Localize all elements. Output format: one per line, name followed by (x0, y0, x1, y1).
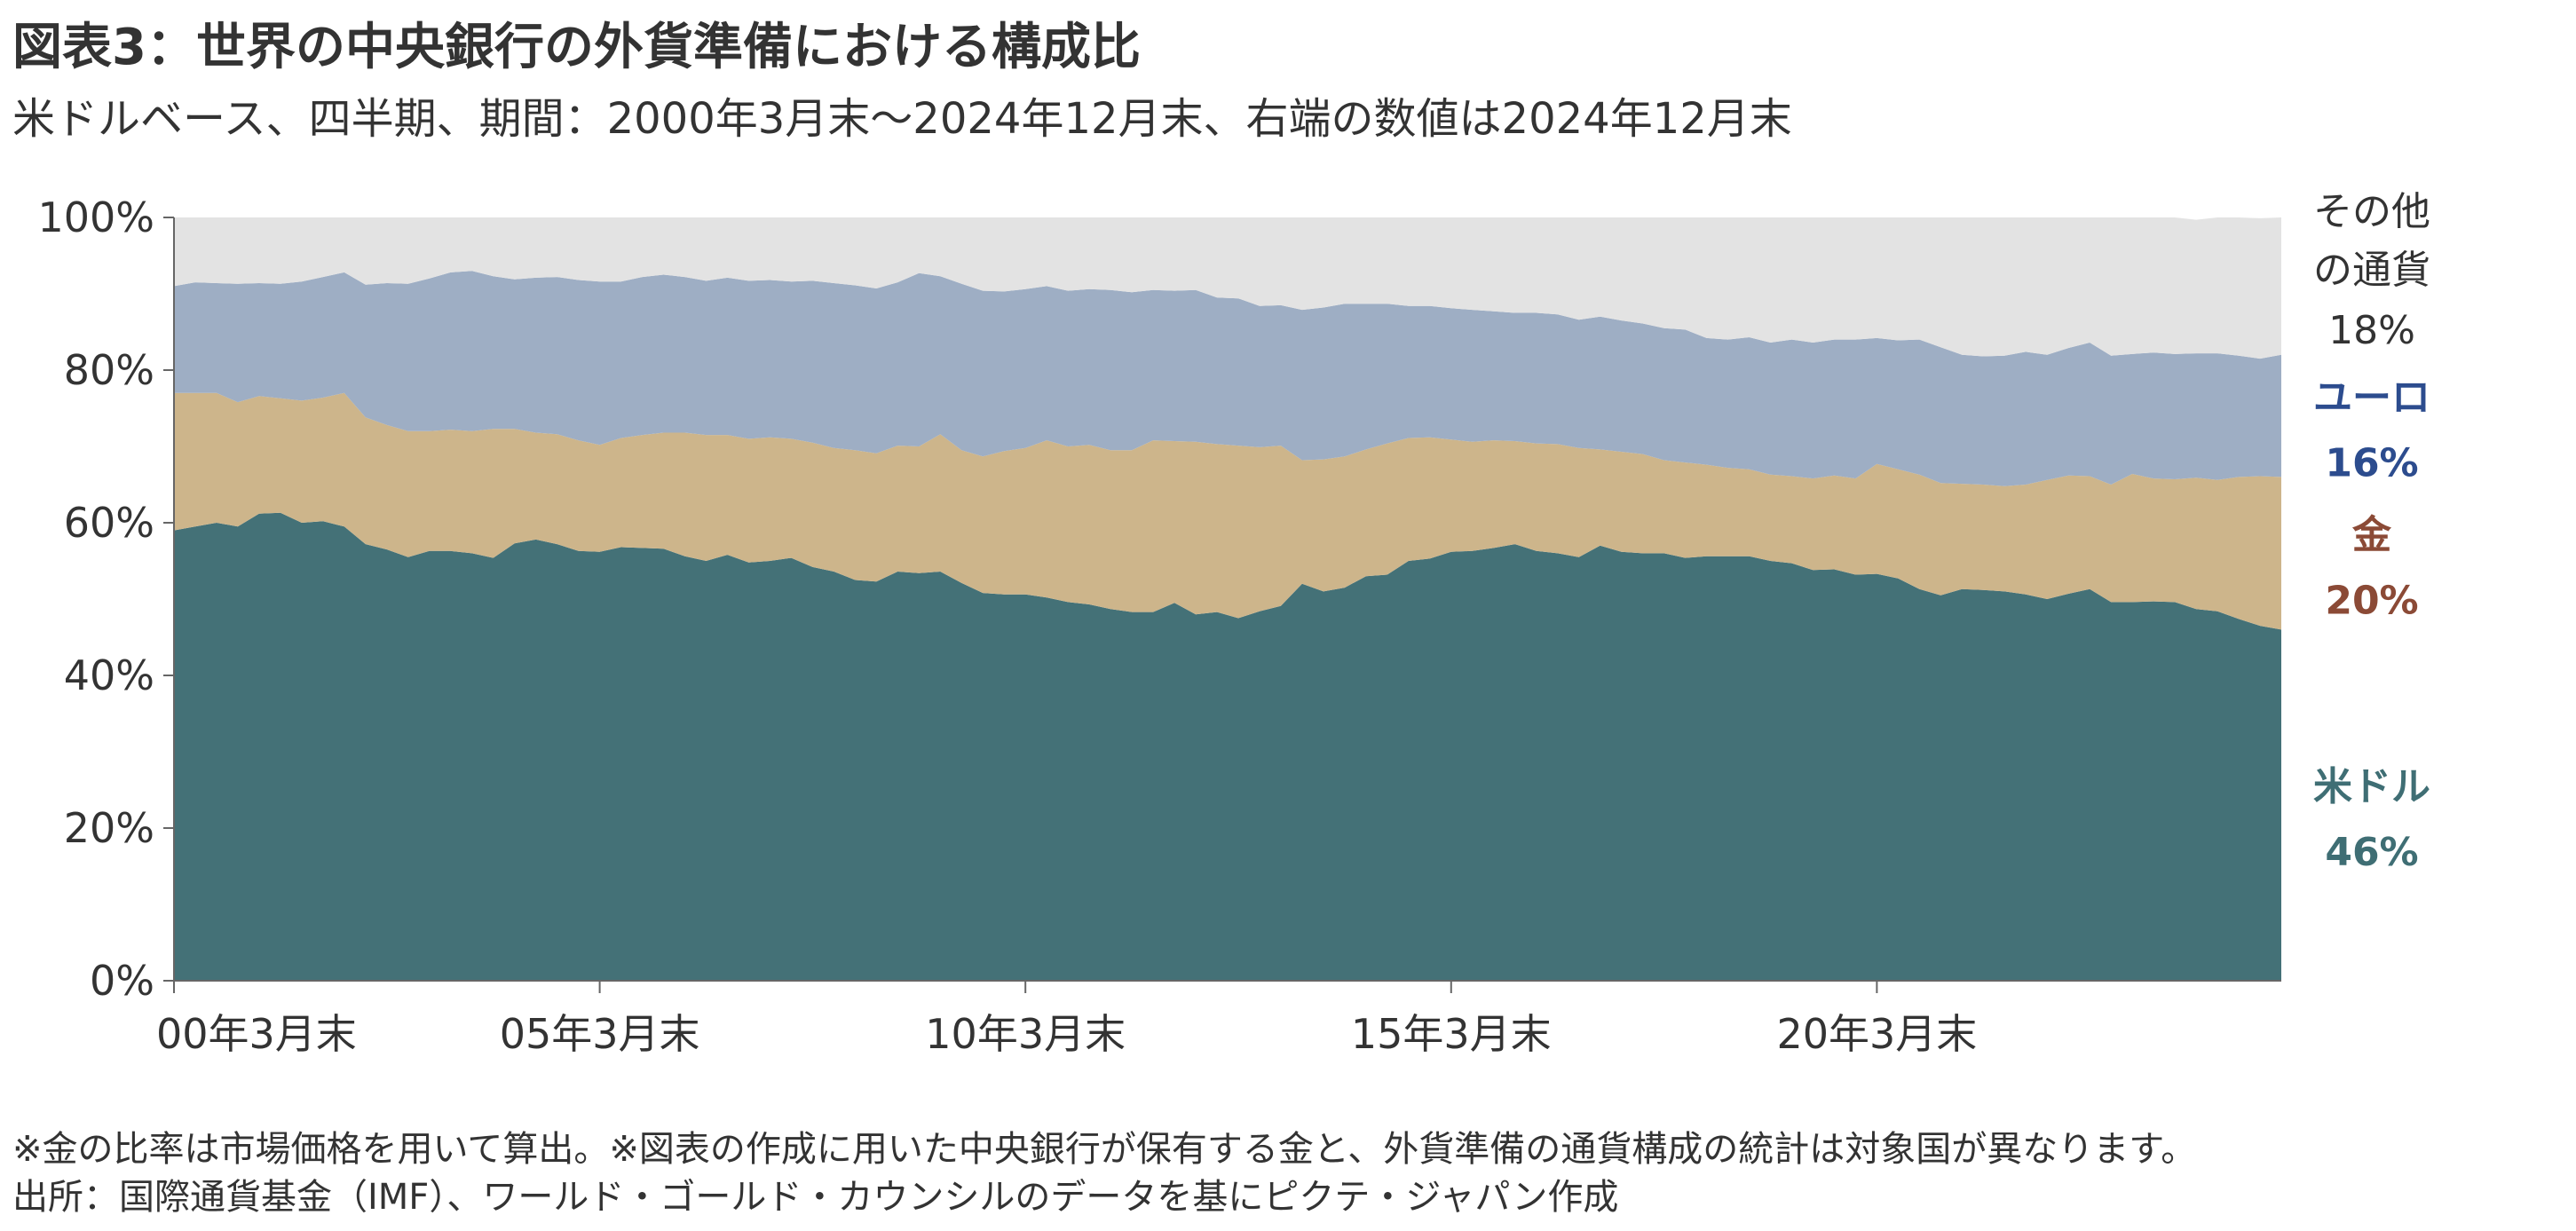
x-tick-label: 15年3月末 (1351, 1010, 1552, 1058)
other-currencies-area (174, 217, 2281, 359)
series-value: 46% (2325, 830, 2418, 875)
y-tick-label: 100% (37, 193, 154, 241)
stacked-areas (174, 217, 2281, 981)
chart-subtitle: 米ドルベース、四半期、期間：2000年3月末～2024年12月末、右端の数値は2… (12, 94, 1792, 144)
x-tick-label: 05年3月末 (500, 1010, 700, 1058)
series-value: 16% (2325, 441, 2418, 486)
x-axis-ticks: 00年3月末 05年3月末 10年3月末 15年3月末 20年3月末 (156, 981, 1977, 1058)
series-value: 20% (2325, 578, 2418, 623)
x-tick-label: 20年3月末 (1776, 1010, 1977, 1058)
series-label-other-line1: その他 (2313, 189, 2430, 234)
y-tick-label: 0% (90, 957, 154, 1005)
x-tick-label: 00年3月末 (156, 1010, 357, 1058)
usd-area (174, 512, 2281, 981)
chart-area: 0% 20% 40% 60% 80% 100% 00年3月末 05年3月末 10年3月末 15年… (37, 189, 2430, 1058)
y-axis-ticks: 0% 20% 40% 60% 80% 100% (37, 193, 174, 1005)
series-label-other-line2: の通貨 (2313, 248, 2430, 293)
y-tick-label: 60% (64, 499, 154, 547)
axes (173, 217, 2281, 982)
chart-title: 図表3：世界の中央銀行の外貨準備における構成比 (12, 19, 1141, 76)
source-note: 出所：国際通貨基金（IMF）、ワールド・ゴールド・カウンシルのデータを基にピクテ… (12, 1177, 1619, 1218)
series-value-other: 18% (2328, 308, 2415, 353)
euro-area (174, 271, 2281, 486)
series-label: 金 (2351, 512, 2392, 557)
series-label: 米ドル (2313, 764, 2430, 809)
y-tick-label: 20% (64, 804, 154, 852)
footnote: ※金の比率は市場価格を用いて算出。※図表の作成に用いた中央銀行が保有する金と、外… (12, 1129, 2197, 1170)
y-tick-label: 80% (64, 346, 154, 394)
series-label: ユーロ (2313, 375, 2430, 421)
x-tick-label: 10年3月末 (925, 1010, 1126, 1058)
gold-area (174, 392, 2281, 630)
y-tick-label: 40% (64, 651, 154, 699)
